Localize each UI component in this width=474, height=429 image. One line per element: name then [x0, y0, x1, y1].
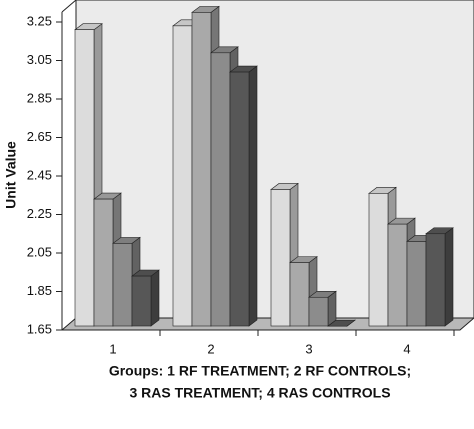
bar	[368, 193, 389, 327]
bar	[191, 12, 212, 327]
x-axis-label: 3 RAS TREATMENT; 4 RAS CONTROLS	[129, 385, 390, 401]
y-axis-label: Unit Value	[3, 141, 19, 209]
bar	[131, 275, 152, 327]
bar	[270, 189, 291, 327]
y-tick-label: 2.65	[27, 129, 52, 144]
y-tick-label: 3.05	[27, 52, 52, 67]
bar	[308, 296, 329, 327]
bar	[93, 198, 114, 327]
bar	[406, 241, 427, 327]
y-tick-label: 2.85	[27, 90, 52, 105]
x-tick-label: 1	[109, 341, 116, 356]
bar	[74, 29, 95, 327]
bar	[210, 52, 231, 327]
y-tick-label: 2.05	[27, 244, 52, 259]
y-tick-label: 1.85	[27, 283, 52, 298]
x-tick-label: 3	[305, 341, 312, 356]
y-tick-label: 3.25	[27, 13, 52, 28]
y-tick-label: 2.45	[27, 167, 52, 182]
x-axis-label: Groups: 1 RF TREATMENT; 2 RF CONTROLS;	[109, 363, 411, 379]
bar	[425, 233, 446, 327]
x-tick-label: 4	[403, 341, 410, 356]
bar	[112, 243, 133, 327]
bar	[289, 262, 310, 327]
y-tick-label: 2.25	[27, 206, 52, 221]
x-tick-label: 2	[207, 341, 214, 356]
bar-side	[444, 227, 454, 327]
bar-side	[150, 269, 160, 327]
bar-side	[248, 65, 258, 327]
bar-top	[327, 319, 356, 327]
axis-edge	[61, 0, 77, 13]
bar	[229, 71, 250, 327]
y-tick-label: 1.65	[27, 321, 52, 336]
bar	[172, 25, 193, 327]
bar	[387, 223, 408, 327]
